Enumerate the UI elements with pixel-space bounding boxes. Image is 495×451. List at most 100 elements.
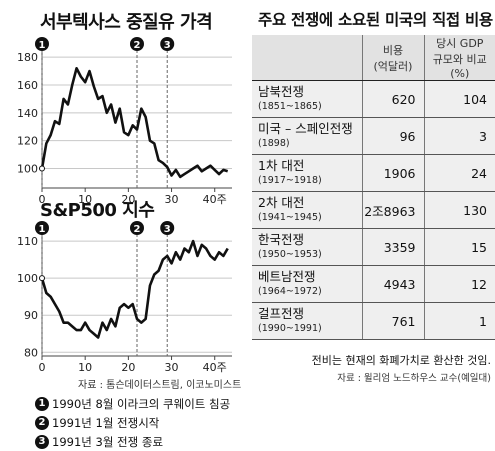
table-source: 자료 : 윌리엄 노드하우스 교수(예일대) bbox=[337, 373, 491, 384]
table-note: 전비는 현재의 화폐가치로 환산한 것임. bbox=[311, 354, 491, 367]
table-row: 걸프전쟁 (1990~1991) 761 1 bbox=[252, 302, 495, 340]
war-name-cell: 1차 대전 (1917~1918) bbox=[252, 154, 362, 192]
sp-x-tick-label: 0 bbox=[39, 361, 46, 374]
war-name-cell: 베트남전쟁 (1964~1972) bbox=[252, 265, 362, 303]
event-text: 1991년 3월 전쟁 종료 bbox=[52, 434, 164, 449]
sp-event-marker-label: 3 bbox=[164, 224, 171, 235]
table-row: 1차 대전 (1917~1918) 1906 24 bbox=[252, 154, 495, 192]
header-gdp-line1: 당시 GDP bbox=[436, 37, 484, 50]
sp-y-tick-label: 90 bbox=[24, 309, 38, 322]
war-name: 베트남전쟁 bbox=[258, 269, 316, 284]
sp500-chart: 80 90 100 110 0 10 20 30 40주 1 2 3 bbox=[17, 221, 232, 374]
oil-y-tick-label: 140 bbox=[17, 107, 38, 120]
header-war bbox=[252, 35, 362, 81]
war-name: 한국전쟁 bbox=[258, 232, 305, 247]
table-row: 남북전쟁 (1851~1865) 620 104 bbox=[252, 80, 495, 118]
table-row: 미국 – 스페인전쟁 (1898) 96 3 bbox=[252, 117, 495, 155]
gdp-cell: 130 bbox=[423, 191, 495, 229]
event-item: 1 1990년 8월 이라크의 쿠웨이트 침공 bbox=[35, 394, 240, 413]
sp-event-marker bbox=[130, 221, 144, 235]
war-years: (1950~1953) bbox=[258, 249, 322, 260]
table-header-row: 비용 (억달러) 당시 GDP 규모와 비교(%) bbox=[252, 35, 495, 81]
sp-event-marker bbox=[160, 221, 175, 235]
oil-x-tick-label: 40주 bbox=[203, 193, 227, 206]
war-name-cell: 한국전쟁 (1950~1953) bbox=[252, 228, 362, 266]
gdp-cell: 12 bbox=[423, 265, 495, 303]
sp-x-tick-label: 10 bbox=[78, 361, 92, 374]
sp-chart-title: S&P500 지수 bbox=[40, 200, 155, 221]
oil-chart-title: 서부텍사스 중질유 가격 bbox=[40, 12, 213, 33]
war-name-cell: 미국 – 스페인전쟁 (1898) bbox=[252, 117, 362, 155]
war-years: (1941~1945) bbox=[258, 212, 322, 223]
cost-cell: 2조8963 bbox=[361, 191, 424, 229]
war-name-cell: 걸프전쟁 (1990~1991) bbox=[252, 302, 362, 340]
oil-y-tick-label: 160 bbox=[17, 79, 38, 92]
chart-source: 자료 : 톰슨데이터스트림, 이코노미스트 bbox=[78, 380, 242, 391]
oil-event-marker bbox=[35, 37, 49, 51]
oil-x-tick-label: 20 bbox=[121, 193, 135, 206]
cost-cell: 4943 bbox=[361, 265, 424, 303]
cost-cell: 761 bbox=[361, 302, 424, 340]
sp-x-tick-label: 40주 bbox=[203, 361, 227, 374]
event-item: 3 1991년 3월 전쟁 종료 bbox=[35, 432, 240, 451]
war-name: 걸프전쟁 bbox=[258, 306, 305, 321]
charts-panel: 서부텍사스 중질유 가격 100 120 140 160 180 0 10 20 30 40주 1 2… bbox=[0, 0, 242, 451]
war-name: 남북전쟁 bbox=[258, 84, 305, 99]
war-years: (1898) bbox=[258, 138, 290, 149]
table-row: 한국전쟁 (1950~1953) 3359 15 bbox=[252, 228, 495, 266]
event-item: 2 1991년 1월 전쟁시작 bbox=[35, 413, 240, 432]
sp-y-tick-label: 110 bbox=[17, 235, 38, 248]
event-text: 1991년 1월 전쟁시작 bbox=[52, 415, 160, 430]
war-cost-table: 비용 (억달러) 당시 GDP 규모와 비교(%) 남북전쟁 (1851~1865… bbox=[252, 35, 495, 340]
war-name: 1차 대전 bbox=[258, 158, 305, 173]
event-marker-icon: 2 bbox=[35, 415, 49, 430]
oil-event-marker bbox=[130, 37, 144, 51]
event-marker-icon: 1 bbox=[35, 396, 49, 411]
table-row: 2차 대전 (1941~1945) 2조8963 130 bbox=[252, 191, 495, 229]
war-name-cell: 2차 대전 (1941~1945) bbox=[252, 191, 362, 229]
header-cost-line2: (억달러) bbox=[373, 59, 413, 73]
gdp-cell: 104 bbox=[423, 80, 495, 118]
war-years: (1964~1972) bbox=[258, 286, 322, 297]
oil-y-tick-label: 100 bbox=[17, 163, 38, 176]
gdp-cell: 1 bbox=[423, 302, 495, 340]
sp-event-marker-label: 1 bbox=[39, 224, 46, 235]
oil-x-tick-label: 0 bbox=[39, 193, 46, 206]
oil-event-marker bbox=[160, 37, 175, 51]
cost-cell: 620 bbox=[361, 80, 424, 118]
sp-event-marker-label: 2 bbox=[134, 224, 141, 235]
war-years: (1917~1918) bbox=[258, 175, 322, 186]
header-cost: 비용 (억달러) bbox=[361, 35, 424, 81]
oil-start-point bbox=[39, 165, 45, 172]
table-title: 주요 전쟁에 소요된 미국의 직접 비용 bbox=[258, 11, 493, 29]
war-name: 미국 – 스페인전쟁 bbox=[258, 121, 353, 136]
oil-event-marker-label: 1 bbox=[39, 40, 46, 51]
sp-series-line bbox=[40, 239, 229, 339]
event-text: 1990년 8월 이라크의 쿠웨이트 침공 bbox=[52, 396, 231, 411]
cost-cell: 96 bbox=[361, 117, 424, 155]
event-legend: 1 1990년 8월 이라크의 쿠웨이트 침공 2 1991년 1월 전쟁시작 … bbox=[35, 394, 240, 451]
war-name-cell: 남북전쟁 (1851~1865) bbox=[252, 80, 362, 118]
oil-price-chart: 100 120 140 160 180 0 10 20 30 40주 1 2 3 bbox=[17, 37, 232, 206]
war-name: 2차 대전 bbox=[258, 195, 305, 210]
sp-event-marker bbox=[35, 221, 49, 235]
oil-y-tick-label: 180 bbox=[17, 51, 38, 64]
cost-cell: 1906 bbox=[361, 154, 424, 192]
sp-x-tick-label: 20 bbox=[121, 361, 135, 374]
sp-y-tick-label: 100 bbox=[17, 272, 38, 285]
header-gdp: 당시 GDP 규모와 비교(%) bbox=[423, 35, 495, 81]
gdp-cell: 3 bbox=[423, 117, 495, 155]
oil-series-line bbox=[40, 66, 229, 179]
sp-y-tick-label: 80 bbox=[24, 346, 38, 359]
war-years: (1990~1991) bbox=[258, 323, 322, 334]
oil-event-marker-label: 2 bbox=[134, 40, 141, 51]
header-gdp-line2: 규모와 비교(%) bbox=[432, 53, 487, 80]
table-row: 베트남전쟁 (1964~1972) 4943 12 bbox=[252, 265, 495, 303]
header-cost-line1: 비용 bbox=[382, 43, 404, 57]
cost-cell: 3359 bbox=[361, 228, 424, 266]
oil-x-tick-label: 30 bbox=[165, 193, 179, 206]
oil-y-tick-label: 120 bbox=[17, 135, 38, 148]
sp-x-tick-label: 30 bbox=[165, 361, 179, 374]
sp-start-point bbox=[39, 275, 45, 282]
oil-x-tick-label: 10 bbox=[78, 193, 92, 206]
